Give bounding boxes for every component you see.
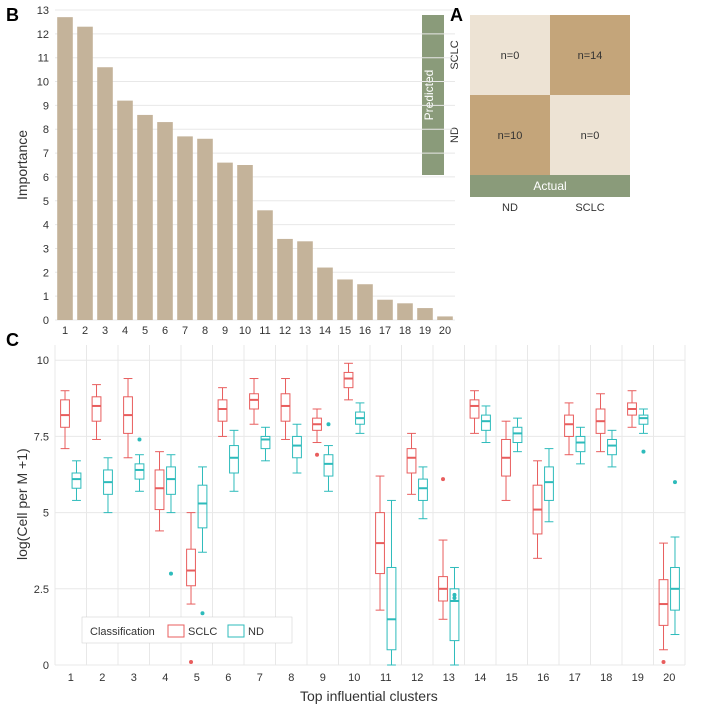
svg-text:13: 13 bbox=[37, 5, 49, 17]
svg-text:14: 14 bbox=[319, 325, 331, 337]
svg-text:1: 1 bbox=[43, 291, 49, 303]
svg-text:4: 4 bbox=[43, 220, 49, 232]
panel-label-a: A bbox=[450, 5, 463, 26]
panel-c-xlabel: Top influential clusters bbox=[300, 688, 438, 704]
svg-text:15: 15 bbox=[506, 672, 518, 684]
svg-text:10: 10 bbox=[37, 355, 49, 367]
svg-text:SCLC: SCLC bbox=[449, 40, 461, 69]
svg-text:6: 6 bbox=[225, 672, 231, 684]
svg-text:15: 15 bbox=[339, 325, 351, 337]
svg-text:n=0: n=0 bbox=[581, 130, 600, 142]
svg-text:18: 18 bbox=[600, 672, 612, 684]
panel-label-c: C bbox=[6, 330, 19, 351]
svg-text:0: 0 bbox=[43, 315, 49, 327]
svg-text:Classification: Classification bbox=[90, 626, 155, 638]
svg-text:13: 13 bbox=[299, 325, 311, 337]
svg-text:SCLC: SCLC bbox=[188, 626, 217, 638]
svg-text:10: 10 bbox=[37, 77, 49, 89]
svg-text:6: 6 bbox=[43, 172, 49, 184]
svg-text:n=10: n=10 bbox=[498, 130, 523, 142]
svg-text:1: 1 bbox=[62, 325, 68, 337]
svg-text:n=14: n=14 bbox=[578, 50, 603, 62]
svg-text:12: 12 bbox=[411, 672, 423, 684]
svg-text:16: 16 bbox=[359, 325, 371, 337]
panel-c-ylabel: log(Cell per M +1) bbox=[14, 448, 30, 560]
svg-text:2: 2 bbox=[99, 672, 105, 684]
svg-text:7: 7 bbox=[257, 672, 263, 684]
svg-text:16: 16 bbox=[537, 672, 549, 684]
svg-text:17: 17 bbox=[379, 325, 391, 337]
figure-svg: Predicted Actual SCLC ND ND SCLC n=0 n=14 n=10 n=… bbox=[0, 0, 708, 708]
svg-text:17: 17 bbox=[569, 672, 581, 684]
svg-text:18: 18 bbox=[399, 325, 411, 337]
svg-text:5: 5 bbox=[142, 325, 148, 337]
svg-text:0: 0 bbox=[43, 660, 49, 672]
svg-text:4: 4 bbox=[122, 325, 128, 337]
panel-b-ylabel: Importance bbox=[14, 130, 30, 200]
svg-text:6: 6 bbox=[162, 325, 168, 337]
svg-text:20: 20 bbox=[439, 325, 451, 337]
svg-text:5: 5 bbox=[194, 672, 200, 684]
svg-text:Actual: Actual bbox=[533, 179, 566, 193]
svg-text:10: 10 bbox=[239, 325, 251, 337]
svg-text:14: 14 bbox=[474, 672, 486, 684]
svg-text:20: 20 bbox=[663, 672, 675, 684]
svg-text:5: 5 bbox=[43, 196, 49, 208]
panel-label-b: B bbox=[6, 5, 19, 26]
svg-text:3: 3 bbox=[102, 325, 108, 337]
svg-text:7: 7 bbox=[182, 325, 188, 337]
svg-text:8: 8 bbox=[202, 325, 208, 337]
svg-text:3: 3 bbox=[43, 243, 49, 255]
svg-text:9: 9 bbox=[320, 672, 326, 684]
svg-text:19: 19 bbox=[419, 325, 431, 337]
svg-text:11: 11 bbox=[259, 325, 270, 337]
svg-text:9: 9 bbox=[222, 325, 228, 337]
svg-text:4: 4 bbox=[162, 672, 168, 684]
svg-text:13: 13 bbox=[443, 672, 455, 684]
svg-text:8: 8 bbox=[43, 124, 49, 136]
svg-text:7: 7 bbox=[43, 148, 49, 160]
svg-text:10: 10 bbox=[348, 672, 360, 684]
svg-text:Predicted: Predicted bbox=[422, 70, 436, 121]
svg-text:5: 5 bbox=[43, 508, 49, 520]
svg-text:9: 9 bbox=[43, 100, 49, 112]
svg-text:ND: ND bbox=[248, 626, 264, 638]
svg-text:8: 8 bbox=[288, 672, 294, 684]
svg-text:2: 2 bbox=[43, 267, 49, 279]
svg-text:ND: ND bbox=[502, 202, 518, 214]
svg-text:n=0: n=0 bbox=[501, 50, 520, 62]
svg-text:11: 11 bbox=[380, 672, 391, 684]
svg-text:2: 2 bbox=[82, 325, 88, 337]
svg-text:12: 12 bbox=[279, 325, 291, 337]
svg-text:11: 11 bbox=[38, 53, 49, 65]
svg-text:2.5: 2.5 bbox=[34, 584, 49, 596]
svg-text:3: 3 bbox=[131, 672, 137, 684]
svg-text:12: 12 bbox=[37, 29, 49, 41]
svg-text:1: 1 bbox=[68, 672, 74, 684]
svg-text:19: 19 bbox=[632, 672, 644, 684]
svg-text:7.5: 7.5 bbox=[34, 431, 49, 443]
svg-text:SCLC: SCLC bbox=[575, 202, 604, 214]
